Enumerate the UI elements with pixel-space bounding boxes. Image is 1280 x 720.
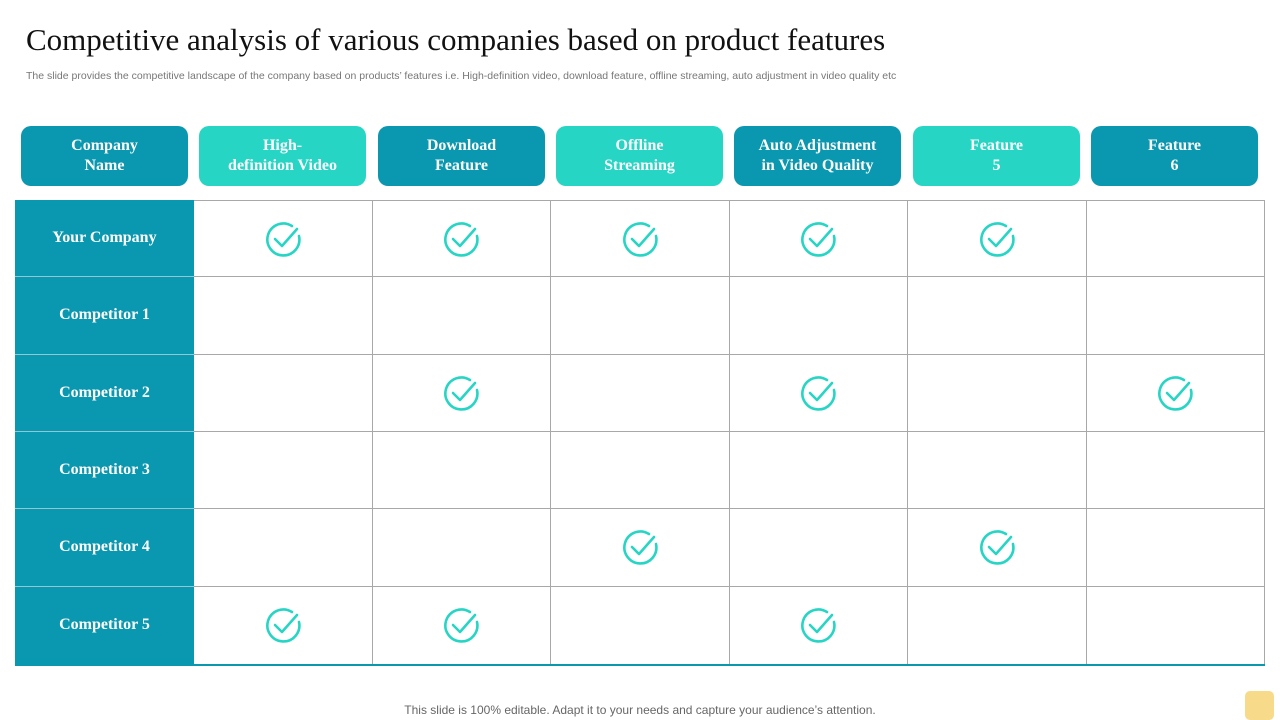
row-label: Competitor 3	[15, 432, 194, 510]
circle-check-icon	[263, 219, 303, 259]
circle-check-icon	[620, 527, 660, 567]
table-cell	[194, 509, 373, 587]
column-header-1: High-definition Video	[199, 126, 366, 186]
table-cell	[372, 509, 551, 587]
table-cell	[729, 432, 908, 510]
column-header-5: Feature 5	[913, 126, 1080, 186]
table-cell	[729, 277, 908, 355]
column-header-2: Download Feature	[378, 126, 545, 186]
table-cell	[373, 586, 551, 664]
table-cell	[1086, 354, 1265, 432]
circle-check-icon	[441, 219, 481, 259]
column-header-line1: Auto Adjustment	[758, 137, 877, 154]
row-label: Your Company	[15, 200, 194, 278]
table-cell	[729, 200, 908, 278]
corner-decoration	[1245, 691, 1274, 720]
table-cell	[908, 509, 1087, 587]
circle-check-icon	[977, 219, 1017, 259]
table-cell	[372, 200, 551, 278]
table-cell	[729, 509, 908, 587]
circle-check-icon	[1155, 373, 1195, 413]
table-cell	[551, 509, 730, 587]
table-cell	[730, 586, 908, 664]
column-header-line2: in Video Quality	[761, 157, 874, 174]
table-cell	[551, 277, 730, 355]
column-header-3: Offline Streaming	[556, 126, 723, 186]
row-label: Competitor 2	[15, 354, 194, 432]
table-cell	[372, 432, 551, 510]
table-cell	[1086, 432, 1265, 510]
comparison-table: Your Company Competitor 1 Competitor 2 Comp…	[15, 200, 1265, 666]
row-label: Competitor 5	[15, 586, 194, 664]
circle-check-icon	[977, 527, 1017, 567]
circle-check-icon	[441, 373, 481, 413]
column-header-6: Feature 6	[1091, 126, 1258, 186]
table-cell	[551, 354, 730, 432]
table-cell	[908, 277, 1087, 355]
column-header-line1: Download	[426, 137, 497, 154]
slide-title: Competitive analysis of various companie…	[26, 22, 886, 57]
table-cell	[372, 277, 551, 355]
table-cell	[551, 432, 730, 510]
column-header-line2: Feature	[434, 157, 488, 174]
table-cell	[194, 277, 373, 355]
column-header-line1: Company	[71, 137, 138, 154]
table-cell	[194, 200, 373, 278]
table-cell	[1086, 200, 1265, 278]
table-cell	[908, 354, 1087, 432]
circle-check-icon	[441, 605, 481, 645]
column-header-line2: definition Video	[228, 157, 337, 174]
column-header-0: Company Name	[21, 126, 188, 186]
slide-subtitle: The slide provides the competitive lands…	[26, 70, 897, 82]
table-cell	[1086, 509, 1265, 587]
table-cell	[1086, 277, 1265, 355]
column-header-line2: Name	[84, 157, 125, 174]
column-header-line1: Feature	[1147, 137, 1201, 154]
table-cell	[194, 432, 373, 510]
table-cell	[908, 432, 1087, 510]
circle-check-icon	[263, 605, 303, 645]
circle-check-icon	[798, 219, 838, 259]
table-cell	[908, 586, 1087, 664]
row-label: Competitor 4	[15, 509, 194, 587]
header-row: Company Name High-definition Video Download…	[21, 126, 1259, 186]
column-header-line2: 6	[1170, 157, 1179, 174]
table-cell	[908, 200, 1087, 278]
circle-check-icon	[798, 373, 838, 413]
column-header-line2: Streaming	[604, 157, 675, 174]
row-label: Competitor 1	[15, 277, 194, 355]
column-header-line1: Offline	[615, 137, 664, 154]
circle-check-icon	[798, 605, 838, 645]
table-cell	[729, 354, 908, 432]
table-cell	[1087, 586, 1265, 664]
column-header-4: Auto Adjustment in Video Quality	[734, 126, 901, 186]
circle-check-icon	[620, 219, 660, 259]
column-header-line2: 5	[992, 157, 1001, 174]
table-cell	[551, 586, 730, 664]
column-header-line1: Feature	[969, 137, 1023, 154]
slide-footer: This slide is 100% editable. Adapt it to…	[404, 703, 876, 717]
table-cell	[194, 354, 373, 432]
table-cell	[372, 354, 551, 432]
table-cell	[551, 200, 730, 278]
table-cell	[194, 586, 373, 664]
column-header-line1: High-	[262, 137, 303, 154]
